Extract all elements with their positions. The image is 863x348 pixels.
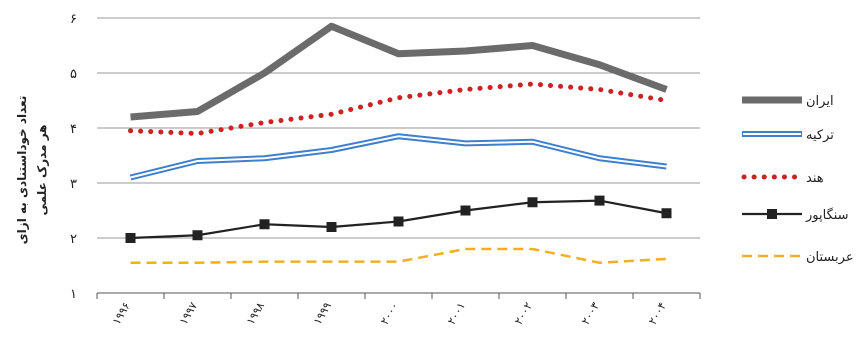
x-tick-label: ۲۰۰۱ <box>445 300 468 327</box>
x-axis <box>97 293 700 299</box>
x-tick-label: ۲۰۰۰ <box>378 300 401 327</box>
y-tick-label: ۱ <box>70 287 77 302</box>
legend-label: ترکیه <box>806 128 834 143</box>
x-tick-label: ۲۰۰۳ <box>579 300 602 327</box>
y-tick-label: ۴ <box>70 122 77 137</box>
x-tick-label: ۱۹۹۸ <box>244 300 267 327</box>
legend-label: عربستان <box>806 250 854 265</box>
y-axis-title-line-2: هر مدرک علمی <box>35 125 49 216</box>
series-line <box>131 136 667 177</box>
y-tick-label: ۳ <box>70 177 77 192</box>
series-line <box>131 84 667 134</box>
series-3 <box>131 84 667 134</box>
legend-item-5: عربستان <box>742 250 854 265</box>
series-5 <box>131 249 667 263</box>
x-tick-label: ۲۰۰۲ <box>512 300 535 327</box>
series-lines <box>126 26 672 263</box>
series-1 <box>131 26 667 117</box>
series-line <box>131 26 667 117</box>
data-point-marker <box>126 233 136 243</box>
y-axis-tick-labels: ۱ ۲ ۳ ۴ ۵ ۶ <box>70 12 77 302</box>
x-tick-label: ۱۹۹۹ <box>311 300 334 327</box>
legend-item-1: ایران <box>742 94 834 109</box>
data-point-marker <box>528 197 538 207</box>
x-axis-tick-labels: ۱۹۹۶ ۱۹۹۷ ۱۹۹۸ ۱۹۹۹ ۲۰۰۰ ۲۰۰۱ ۲۰۰۲ ۲۰۰۳ ۲۰۰۴ <box>110 300 669 327</box>
y-tick-label: ۵ <box>70 67 77 82</box>
data-point-marker <box>327 222 337 232</box>
series-2 <box>131 136 667 177</box>
legend-item-4: سنگاپور <box>742 207 849 223</box>
data-point-marker <box>394 217 404 227</box>
legend: ایران ترکیه هند سنگاپور عربستان <box>742 94 854 265</box>
data-point-marker <box>595 196 605 206</box>
data-point-marker <box>461 206 471 216</box>
data-point-marker <box>260 219 270 229</box>
legend-label: ایران <box>806 94 834 109</box>
gridlines <box>97 18 700 293</box>
data-point-marker <box>193 230 203 240</box>
legend-item-2: ترکیه <box>742 128 834 143</box>
legend-item-3: هند <box>744 171 824 186</box>
y-tick-label: ۶ <box>70 12 77 27</box>
x-tick-label: ۱۹۹۷ <box>177 300 200 327</box>
legend-marker <box>767 209 777 219</box>
series-4 <box>126 196 672 243</box>
series-line <box>131 249 667 263</box>
x-tick-label: ۲۰۰۴ <box>646 300 669 327</box>
legend-label: سنگاپور <box>805 207 849 223</box>
y-axis-title-line-1: تعداد خوداستنادی به ازای <box>15 96 30 245</box>
data-point-marker <box>662 208 672 218</box>
y-tick-label: ۲ <box>70 232 77 247</box>
legend-label: هند <box>806 171 824 186</box>
x-tick-label: ۱۹۹۶ <box>110 300 133 327</box>
